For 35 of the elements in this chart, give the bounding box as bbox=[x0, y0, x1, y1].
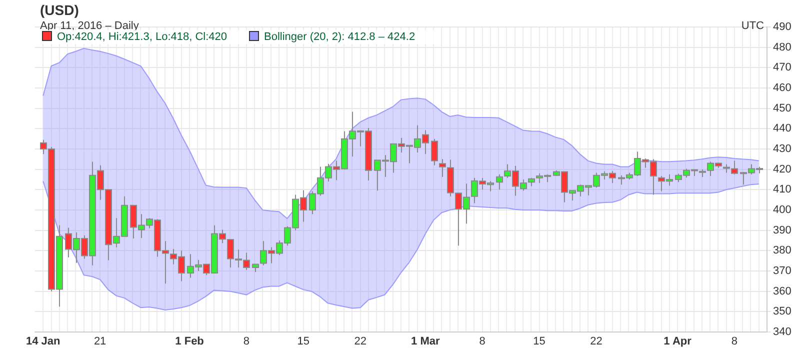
x-tick-label: 14 Jan bbox=[26, 336, 61, 348]
chart-title: (USD) bbox=[40, 2, 79, 18]
x-tick-label: 22 bbox=[590, 336, 602, 348]
y-tick-label: 480 bbox=[773, 41, 792, 54]
x-tick-label: 1 Feb bbox=[175, 336, 204, 348]
y-tick-label: 380 bbox=[773, 244, 792, 257]
y-tick-label: 370 bbox=[773, 265, 792, 278]
x-tick-label: 1 Apr bbox=[664, 336, 692, 348]
x-tick-label: 22 bbox=[354, 336, 366, 348]
y-tick-label: 430 bbox=[773, 143, 792, 156]
y-tick-label: 450 bbox=[773, 102, 792, 114]
annotation: UTC bbox=[741, 20, 764, 32]
y-tick-label: 340 bbox=[773, 326, 792, 338]
candlestick bbox=[431, 138, 438, 166]
y-tick-label: 350 bbox=[773, 306, 792, 318]
x-tick-label: 8 bbox=[731, 336, 738, 348]
legend-label: Bollinger (20, 2): 412.8 – 424.2 bbox=[264, 31, 416, 43]
x-tick-label: 8 bbox=[479, 336, 486, 348]
legend-label: Op:420.4, Hi:421.3, Lo:418, Cl:420 bbox=[57, 31, 228, 43]
x-tick-label: 21 bbox=[94, 336, 106, 348]
x-tick-label: 15 bbox=[297, 336, 310, 348]
y-tick-label: 490 bbox=[773, 21, 792, 34]
x-tick-label: 8 bbox=[243, 336, 250, 348]
x-tick-label: 15 bbox=[533, 336, 546, 348]
y-tick-label: 440 bbox=[773, 122, 792, 135]
y-tick-label: 390 bbox=[773, 224, 792, 236]
x-tick-label: 1 Mar bbox=[411, 336, 440, 348]
y-tick-label: 410 bbox=[773, 184, 792, 196]
y-tick-label: 420 bbox=[773, 163, 792, 176]
y-tick-label: 470 bbox=[773, 62, 792, 74]
y-tick-label: 460 bbox=[773, 82, 792, 94]
y-tick-label: 360 bbox=[773, 285, 792, 298]
chart-subtitle: Apr 11, 2016 – Daily bbox=[40, 20, 139, 32]
y-tick-label: 400 bbox=[773, 204, 792, 216]
candlestick bbox=[496, 174, 503, 190]
